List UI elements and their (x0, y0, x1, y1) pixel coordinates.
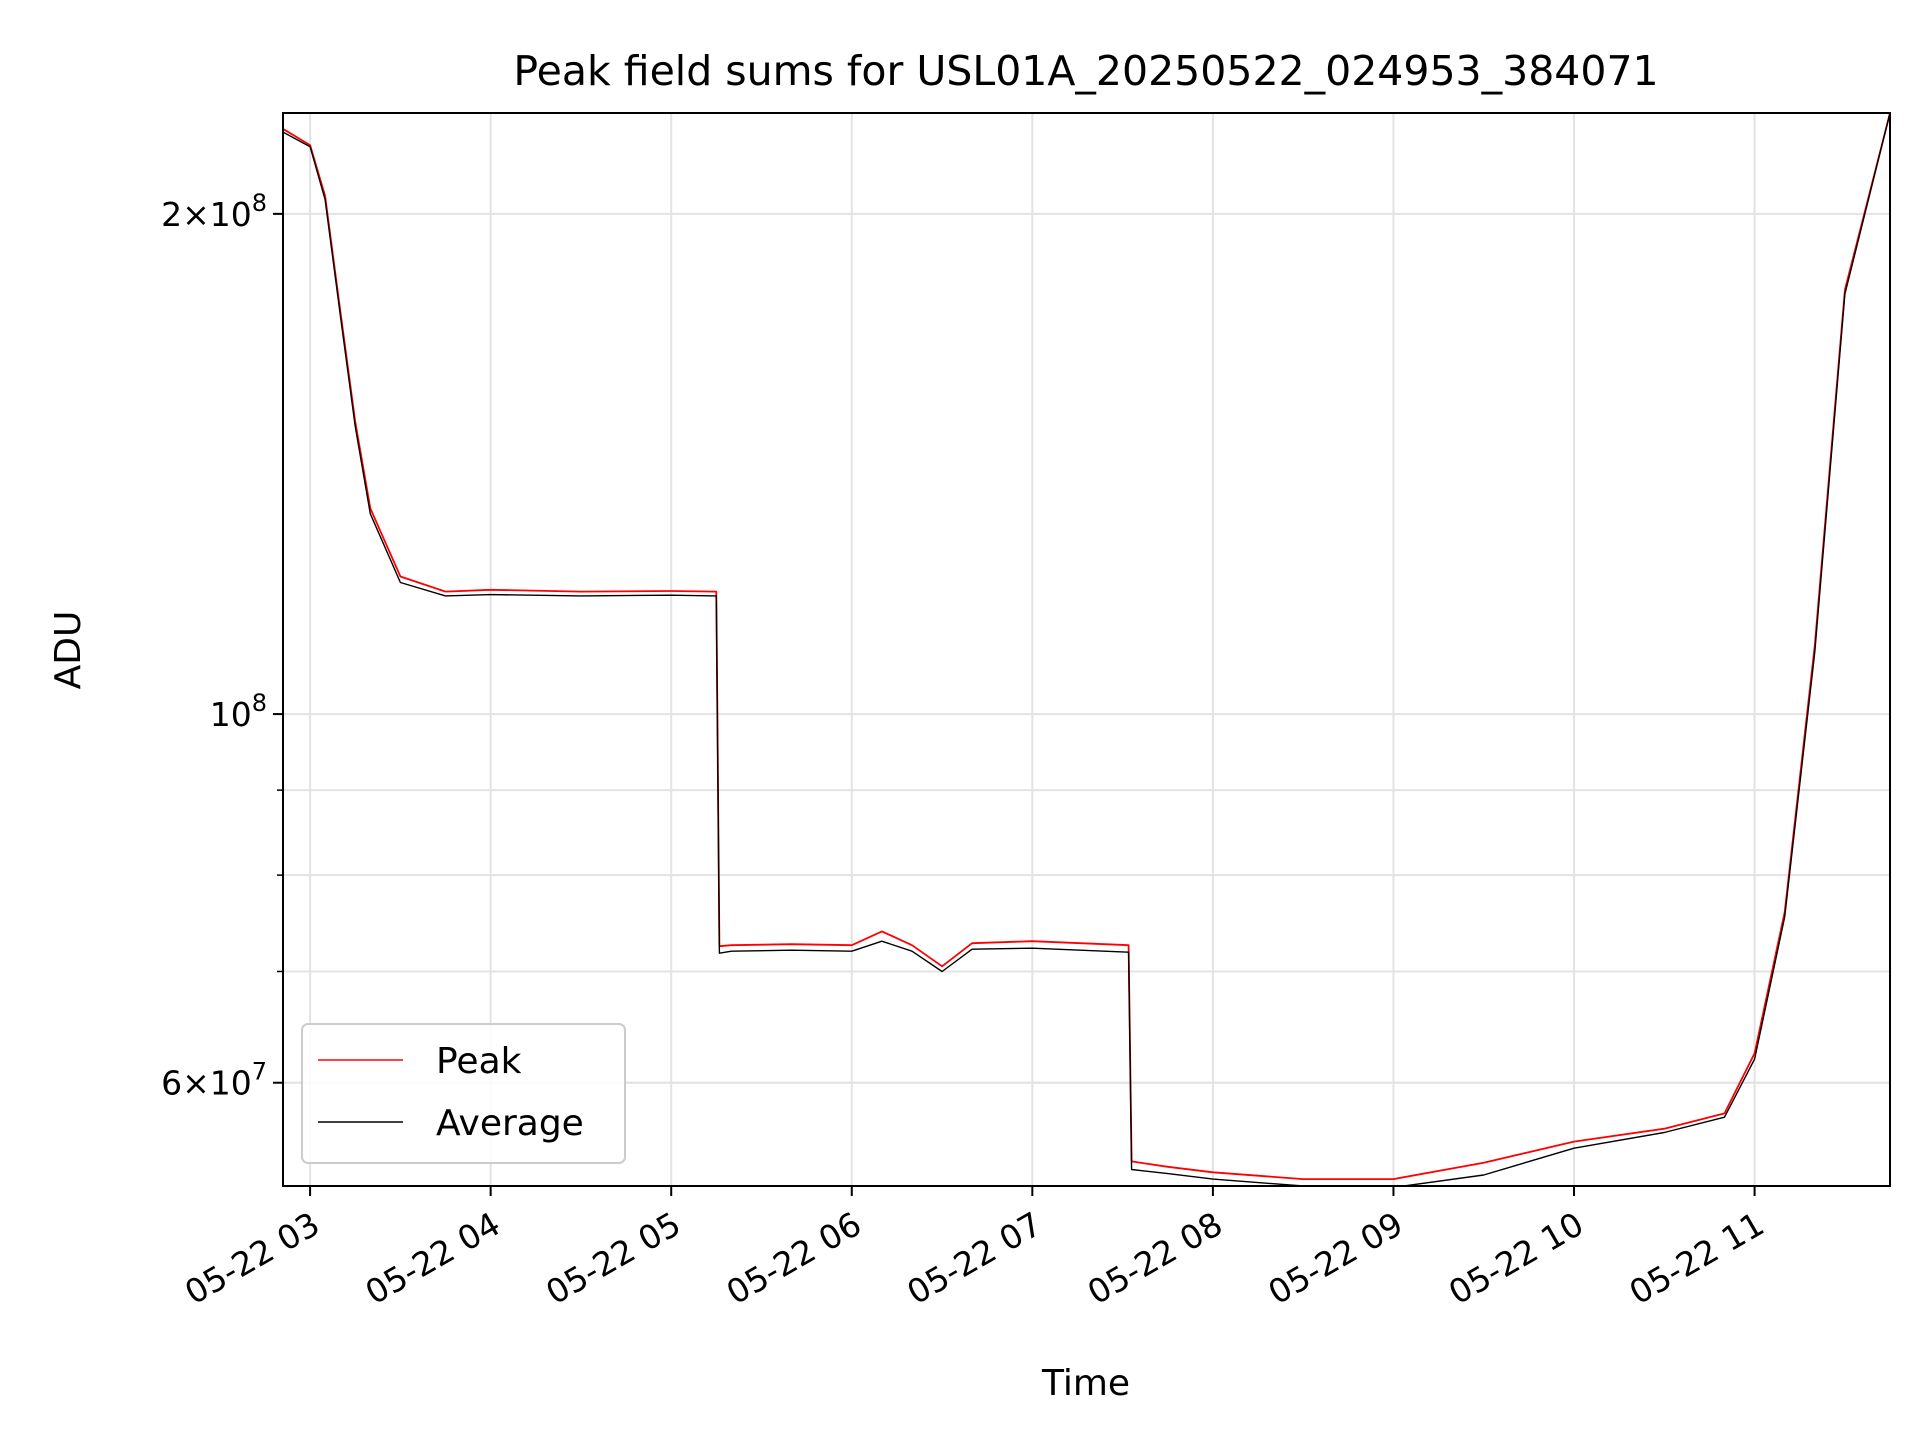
legend-box (301, 1023, 626, 1164)
y-tick-label: 2×108 (161, 189, 267, 234)
series-line-average (283, 113, 1890, 1186)
legend-peak-label: Peak (436, 1041, 522, 1082)
y-axis-label: ADU (48, 611, 89, 690)
grid-lines (283, 113, 1890, 1186)
y-tick-label: 6×107 (161, 1058, 267, 1103)
y-tick-label: 108 (210, 689, 267, 734)
legend: Peak Average (301, 1023, 626, 1164)
plot-series (283, 113, 1890, 1186)
axis-ticks (273, 212, 1756, 1196)
chart-title: Peak field sums for USL01A_20250522_0249… (513, 47, 1658, 95)
series-line-peak (283, 113, 1890, 1180)
x-axis-label: Time (1041, 1363, 1130, 1404)
plot-frame (282, 112, 1891, 1187)
legend-average-label: Average (436, 1103, 584, 1144)
